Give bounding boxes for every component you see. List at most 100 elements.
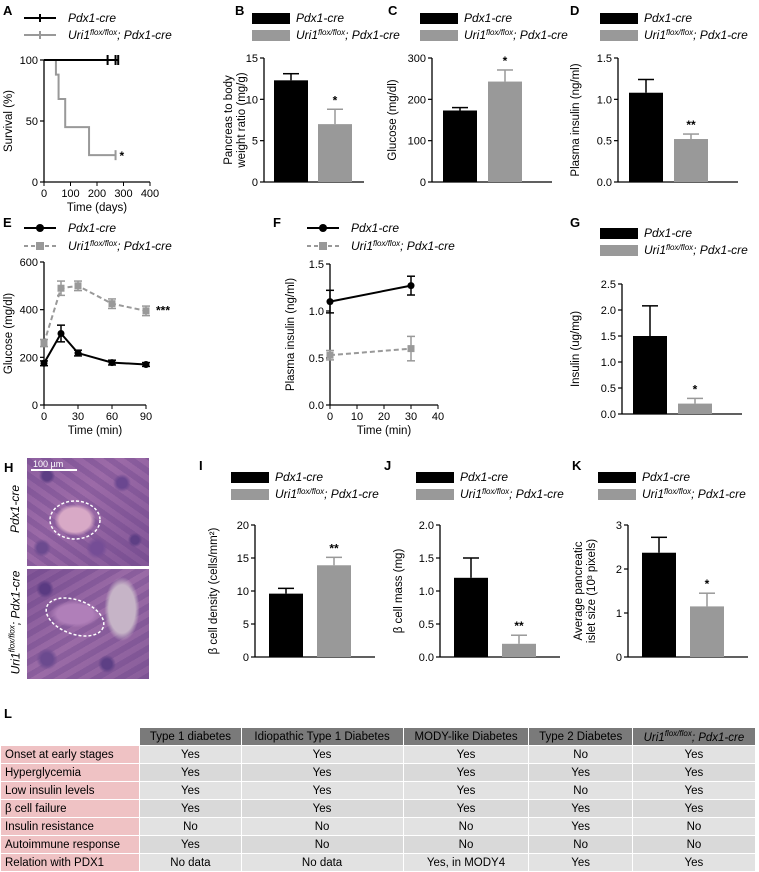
y-tick-label: 100 <box>408 136 426 148</box>
table-cell: Yes <box>240 745 404 764</box>
table-cell: No data <box>240 853 404 872</box>
y-tick-label: 50 <box>26 116 38 128</box>
legend-swatch <box>600 30 638 41</box>
panel-letter: A <box>3 3 13 18</box>
x-tick-label: 90 <box>140 411 152 423</box>
legend-swatch <box>598 489 636 500</box>
table-cell: Yes, in MODY4 <box>402 853 530 872</box>
legend-swatch <box>600 245 638 256</box>
bar <box>488 81 522 182</box>
table-cell: No <box>240 817 404 836</box>
panel-g-insulin-content-chart: G Pdx1-cre Uri1flox/flox; Pdx1-cre 0.0 0.5 1.… <box>570 215 748 421</box>
data-point <box>142 307 150 315</box>
table-row-header: Relation with PDX1 <box>0 853 141 872</box>
legend-swatch <box>231 472 269 483</box>
table-col-type2: Type 2 Diabetes <box>528 727 633 746</box>
table-cell: No <box>139 817 242 836</box>
bar <box>690 606 724 657</box>
legend-swatch <box>252 30 290 41</box>
y-tick-label: 15 <box>237 553 249 565</box>
y-axis-label: Glucose (mg/dl) <box>387 79 399 160</box>
x-tick-label: 30 <box>72 411 84 423</box>
bar <box>633 336 667 414</box>
y-tick-label: 0 <box>420 177 426 189</box>
y-tick-label: 0.5 <box>419 619 434 631</box>
legend-swatch <box>416 472 454 483</box>
y-tick-label: 0 <box>252 177 258 189</box>
micrograph-control-label: Pdx1-cre <box>8 484 22 534</box>
legend-label-mutant: Uri1flox/flox; Pdx1-cre <box>464 28 568 42</box>
table-cell: Yes <box>631 763 757 782</box>
legend-swatch <box>231 489 269 500</box>
y-tick-label: 200 <box>408 94 426 106</box>
table-cell: Yes <box>240 763 404 782</box>
table-row-header: Onset at early stages <box>0 745 141 764</box>
micrograph-mutant <box>27 569 149 679</box>
bar <box>318 124 352 182</box>
panel-h-micrographs: H 100 µm Pdx1-cre Uri1flox/flox; Pdx1-cr… <box>0 458 152 680</box>
x-tick-label: 400 <box>141 188 159 200</box>
significance-label: * <box>693 382 698 396</box>
x-tick-label: 40 <box>432 411 444 423</box>
legend-label-control: Pdx1-cre <box>275 470 323 484</box>
table-cell: Yes <box>528 799 633 818</box>
bar <box>678 403 712 414</box>
table-row: Hyperglycemia Yes Yes Yes Yes Yes <box>0 763 757 782</box>
panel-b-pancreas-weight-chart: B Pdx1-cre Uri1flox/flox; Pdx1-cre 0 5 10 15 Pa… <box>223 3 400 189</box>
data-point <box>326 298 334 306</box>
table-cell: Yes <box>402 763 530 782</box>
x-axis-label: Time (min) <box>357 425 412 437</box>
panel-i-beta-cell-density-chart: I Pdx1-cre Uri1flox/flox; Pdx1-cre 0 5 10 15 20… <box>199 458 379 664</box>
y-axis-label: Survival (%) <box>3 90 15 152</box>
bar <box>502 643 536 657</box>
x-tick-label: 300 <box>114 188 132 200</box>
significance-label: ** <box>514 619 524 633</box>
legend-label-control: Pdx1-cre <box>464 11 512 25</box>
significance-label: ** <box>329 541 339 555</box>
legend-label-mutant: Uri1flox/flox; Pdx1-cre <box>460 487 564 501</box>
table-row: Low insulin levels Yes Yes Yes No Yes <box>0 781 757 800</box>
legend-marker <box>36 242 44 250</box>
table-cell: No <box>528 745 633 764</box>
x-tick-label: 0 <box>41 188 47 200</box>
y-tick-label: 1.0 <box>601 357 616 369</box>
data-point <box>407 345 415 353</box>
bar <box>642 552 676 657</box>
significance-label: ** <box>686 118 696 132</box>
significance-label: * <box>333 93 338 107</box>
y-tick-label: 3 <box>616 520 622 532</box>
table-row-header: β cell failure <box>0 799 141 818</box>
legend-label-control: Pdx1-cre <box>68 221 116 235</box>
y-axis-label: Average pancreatic <box>573 541 585 640</box>
legend-label-control: Pdx1-cre <box>460 470 508 484</box>
y-tick-label: 0 <box>616 652 622 664</box>
table-corner-cell <box>0 727 141 746</box>
table-cell: No <box>631 835 757 854</box>
table-cell: No <box>402 817 530 836</box>
panel-letter: K <box>572 458 582 473</box>
panel-l-comparison-table: Type 1 diabetes Idiopathic Type 1 Diabet… <box>0 727 757 872</box>
panel-l-letter: L <box>4 706 12 721</box>
bar <box>443 110 477 182</box>
legend-marker <box>36 224 44 232</box>
y-axis-label: weight ratio (mg/g) <box>236 72 248 168</box>
table-cell: Yes <box>240 799 404 818</box>
bar <box>629 92 663 182</box>
table-cell: Yes <box>139 745 242 764</box>
y-tick-label: 10 <box>246 94 258 106</box>
table-row-header: Low insulin levels <box>0 781 141 800</box>
x-tick-label: 60 <box>106 411 118 423</box>
y-tick-label: 10 <box>237 586 249 598</box>
y-tick-label: 1.0 <box>597 94 612 106</box>
x-axis-label: Time (min) <box>68 425 123 437</box>
table-cell: Yes <box>139 763 242 782</box>
y-tick-label: 15 <box>246 53 258 65</box>
data-point <box>40 339 48 347</box>
table-cell: No <box>528 781 633 800</box>
table-col-type1: Type 1 diabetes <box>139 727 242 746</box>
table-col-mody: MODY-like Diabetes <box>402 727 530 746</box>
bar <box>454 577 488 657</box>
y-tick-label: 0.0 <box>601 409 616 421</box>
y-tick-label: 300 <box>408 53 426 65</box>
legend-label-mutant: Uri1flox/flox; Pdx1-cre <box>644 28 748 42</box>
